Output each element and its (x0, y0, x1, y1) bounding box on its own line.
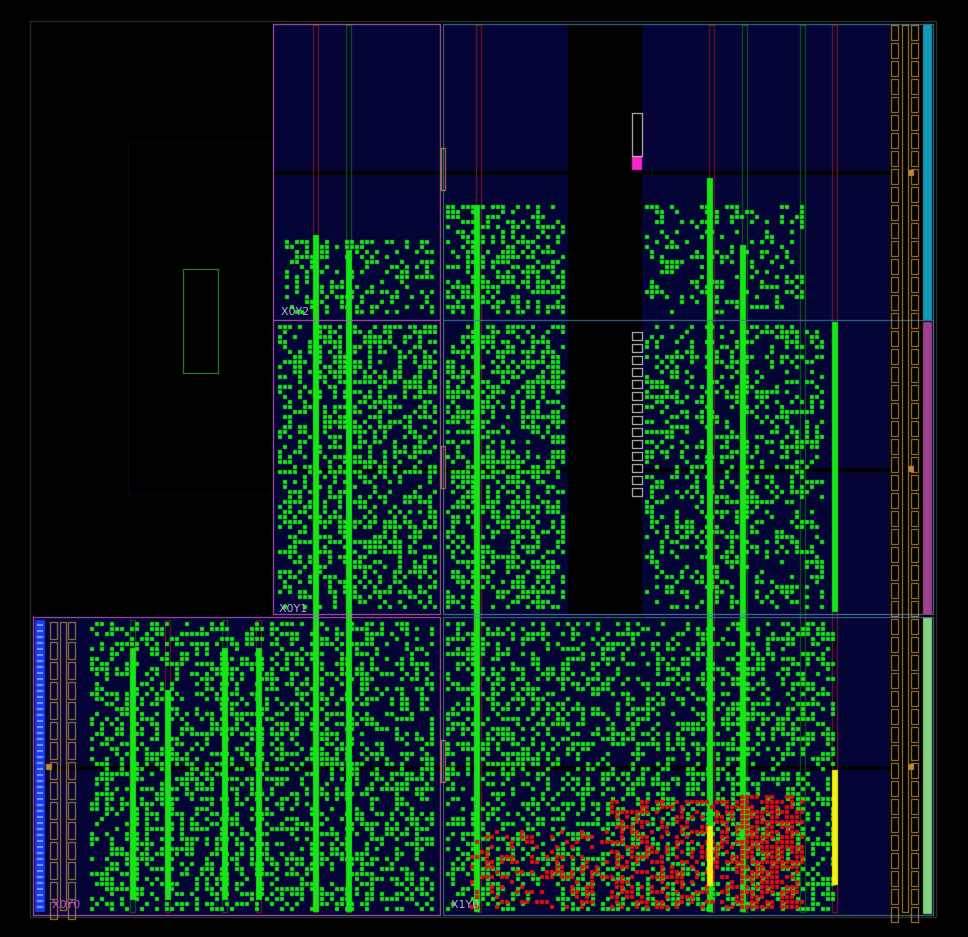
device-floorplan-canvas[interactable] (0, 0, 968, 937)
